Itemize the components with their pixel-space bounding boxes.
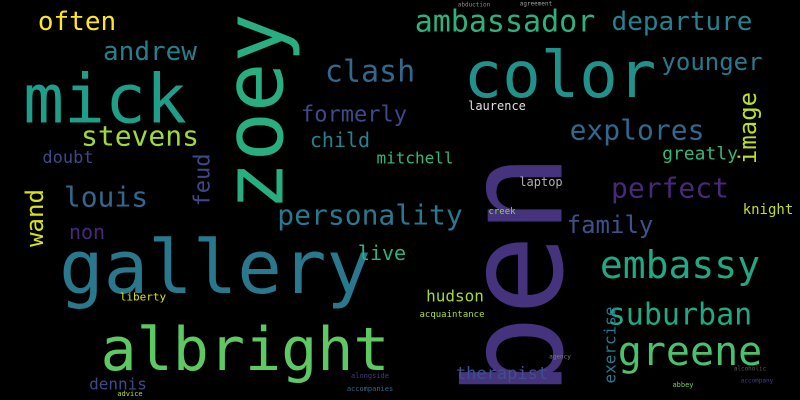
word: advice xyxy=(117,390,142,398)
word: explores xyxy=(570,114,705,147)
word: dennis xyxy=(89,375,147,394)
word: ben xyxy=(437,153,594,397)
word: abbey xyxy=(672,381,693,389)
word: clash xyxy=(325,55,415,90)
word: hudson xyxy=(426,287,484,306)
word: family xyxy=(567,211,654,239)
word: younger xyxy=(661,48,762,76)
word: departure xyxy=(612,7,753,37)
word: color xyxy=(464,39,657,113)
word: personality xyxy=(277,199,462,232)
word: andrew xyxy=(103,37,197,67)
word: often xyxy=(38,7,116,37)
word: mitchell xyxy=(376,149,453,168)
word: mick xyxy=(23,61,187,140)
word: agency xyxy=(549,354,571,361)
word: wand xyxy=(21,189,49,247)
word: perfect xyxy=(611,172,729,205)
word: child xyxy=(310,128,370,152)
word: albright xyxy=(101,315,390,385)
word: zoey xyxy=(208,13,303,210)
word: liberty xyxy=(120,291,167,304)
word: louis xyxy=(64,181,148,214)
word: non xyxy=(69,220,105,244)
word: abduction xyxy=(458,2,491,9)
word: feud xyxy=(191,154,216,207)
word: doubt xyxy=(42,148,93,168)
word: alongside xyxy=(351,372,389,380)
word: stevens xyxy=(81,120,199,153)
word: image xyxy=(734,92,762,164)
word: laptop xyxy=(519,175,562,189)
word: greene xyxy=(618,329,763,375)
word: greatly xyxy=(662,144,738,165)
word: gallery xyxy=(59,225,371,311)
word: exercise xyxy=(601,306,620,383)
word: agreement xyxy=(520,1,553,8)
word: live xyxy=(358,241,406,265)
word: laurence xyxy=(468,99,526,113)
word: embassy xyxy=(600,243,760,287)
word: creek xyxy=(488,207,516,217)
word: suburban xyxy=(608,298,753,333)
word: formerly xyxy=(301,103,407,128)
word: alcoholic xyxy=(734,366,767,373)
word: acquaintance xyxy=(419,310,484,320)
word: accompanies xyxy=(347,385,393,393)
word: ambassador xyxy=(415,5,596,40)
word: therapist xyxy=(456,364,548,384)
word: knight xyxy=(743,202,794,218)
word: accompany xyxy=(741,378,774,385)
